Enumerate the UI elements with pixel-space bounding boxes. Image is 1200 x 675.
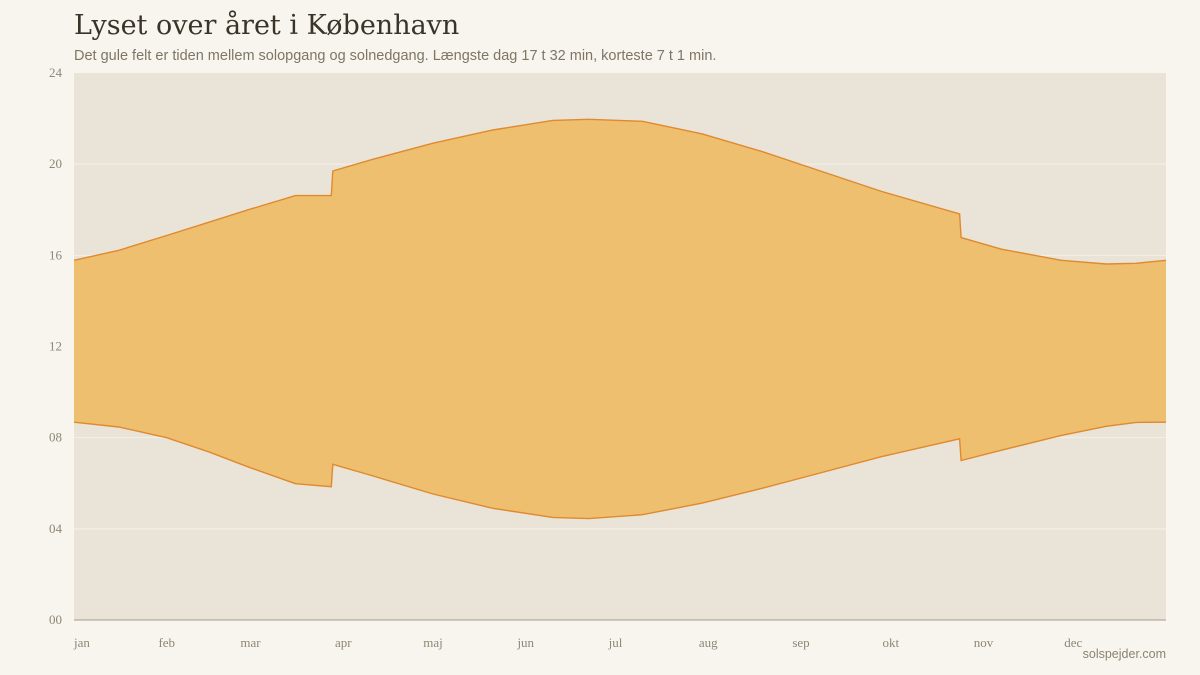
sunrise-line <box>73 421 1167 520</box>
x-tick-label: sep <box>792 635 809 650</box>
y-tick-label: 16 <box>49 247 63 262</box>
chart-subtitle: Det gule felt er tiden mellem solopgang … <box>74 48 717 64</box>
y-tick-label: 20 <box>49 156 62 171</box>
x-tick-label: dec <box>1064 635 1082 650</box>
y-tick-label: 12 <box>49 339 62 354</box>
y-tick-label: 00 <box>49 612 62 627</box>
y-tick-label: 04 <box>49 521 63 536</box>
x-tick-label: feb <box>158 635 175 650</box>
x-tick-label: okt <box>882 635 899 650</box>
daylight-area <box>74 119 1166 519</box>
y-tick-label: 24 <box>49 65 63 80</box>
x-tick-label: aug <box>699 635 718 650</box>
x-tick-label: nov <box>974 635 994 650</box>
x-tick-label: jul <box>608 635 623 650</box>
x-tick-label: jun <box>516 635 534 650</box>
sunset-line <box>73 118 1167 265</box>
x-tick-label: jan <box>73 635 90 650</box>
y-tick-label: 08 <box>49 430 62 445</box>
x-tick-label: maj <box>423 635 443 650</box>
y-axis-ticks: 00 04 08 12 16 20 24 <box>49 65 63 627</box>
source-credit: solspejder.com <box>1082 647 1166 661</box>
x-tick-label: mar <box>240 635 261 650</box>
chart-title: Lyset over året i København <box>74 10 460 41</box>
x-tick-label: apr <box>335 635 352 650</box>
x-axis-ticks: jan feb mar apr maj jun jul aug sep okt nov dec <box>73 635 1083 650</box>
